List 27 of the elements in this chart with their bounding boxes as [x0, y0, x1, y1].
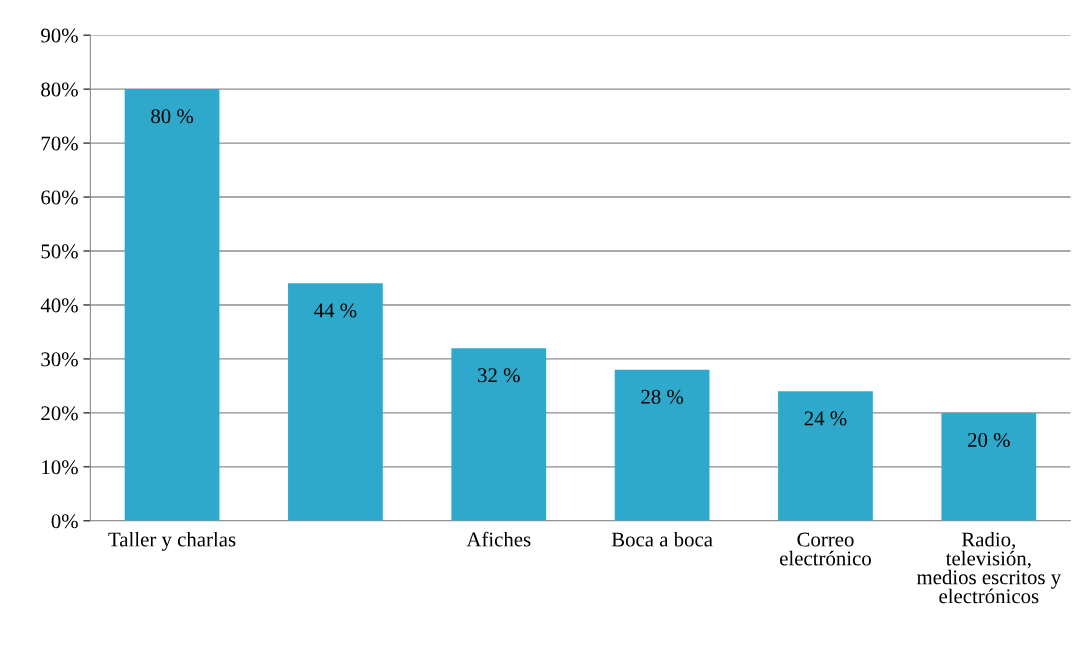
bar	[778, 391, 873, 521]
data-label: 20 %	[968, 432, 1010, 448]
x-tick-label: Afiches	[466, 531, 531, 547]
bar	[451, 348, 547, 521]
data-label: 28 %	[641, 389, 684, 404]
bar	[124, 89, 220, 521]
y-tick-label: 80%	[41, 82, 78, 97]
y-tick-label: 40%	[40, 298, 78, 313]
x-tick-label: Correo electrónico	[780, 532, 871, 566]
y-tick-label: 0%	[51, 514, 78, 529]
y-tick-label: 60%	[41, 190, 78, 205]
bar	[941, 412, 1037, 521]
bar	[614, 369, 710, 521]
x-tick-label: Radio, televisión, medios escritos y electrónicos	[916, 531, 1062, 604]
y-tick-label: 30%	[41, 352, 78, 367]
y-tick-label: 90%	[41, 28, 78, 43]
bar	[288, 283, 383, 521]
data-label: 80 %	[151, 109, 194, 124]
y-tick-label: 10%	[42, 460, 78, 475]
y-tick-label: 70%	[41, 136, 78, 151]
x-tick-label: Taller y charlas	[108, 531, 236, 551]
data-label: 24 %	[804, 411, 847, 426]
data-label: 32 %	[478, 368, 520, 383]
y-tick-label: 50%	[41, 244, 78, 259]
x-tick-label: Boca a boca	[611, 531, 713, 547]
y-tick-label: 20%	[41, 406, 78, 421]
data-label: 44 %	[314, 303, 357, 318]
